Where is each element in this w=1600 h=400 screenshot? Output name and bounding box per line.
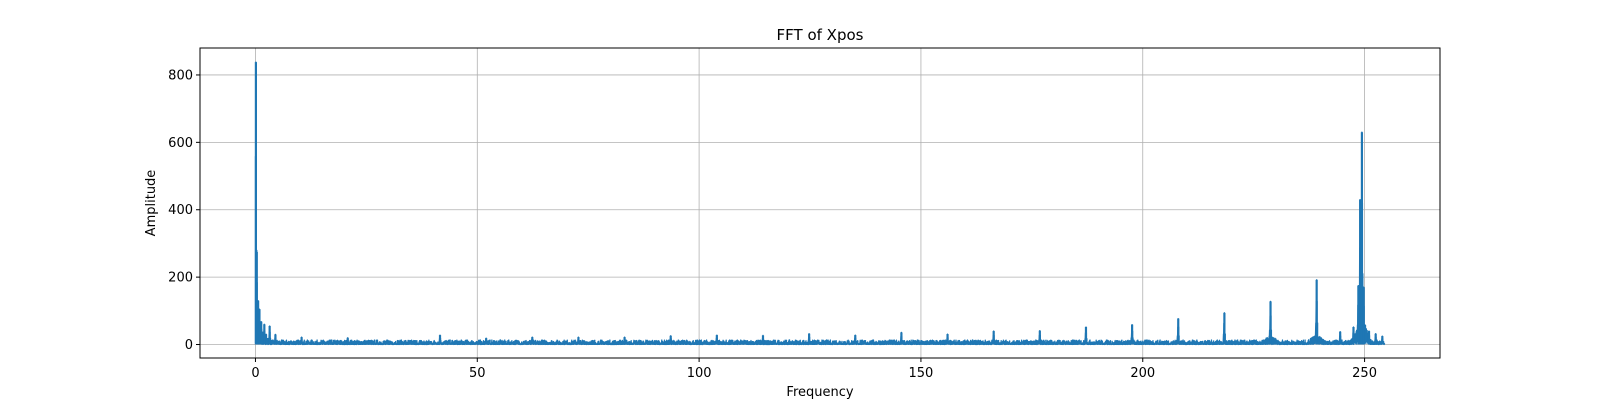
y-tick-label: 800 xyxy=(168,68,193,83)
y-tick-label: 0 xyxy=(185,338,193,353)
y-axis-label: Amplitude xyxy=(144,170,159,237)
fft-trace xyxy=(254,61,1386,346)
y-tick-label: 400 xyxy=(168,203,193,218)
x-tick-label: 0 xyxy=(251,366,259,381)
series-fft xyxy=(254,61,1386,346)
y-tick-label: 200 xyxy=(168,271,193,286)
plot-frame xyxy=(199,47,1441,359)
x-tick-label: 50 xyxy=(469,366,486,381)
x-tick-label: 250 xyxy=(1352,366,1377,381)
x-axis-label: Frequency xyxy=(786,385,853,400)
y-axis-ticks: 0 200 400 600 800 xyxy=(168,68,200,353)
x-tick-label: 100 xyxy=(687,366,712,381)
x-tick-label: 150 xyxy=(909,366,934,381)
y-tick-label: 600 xyxy=(168,136,193,151)
chart-title: FFT of Xpos xyxy=(777,26,864,44)
x-tick-label: 200 xyxy=(1130,366,1155,381)
x-axis-ticks: 0 50 100 150 200 250 xyxy=(251,358,1377,381)
